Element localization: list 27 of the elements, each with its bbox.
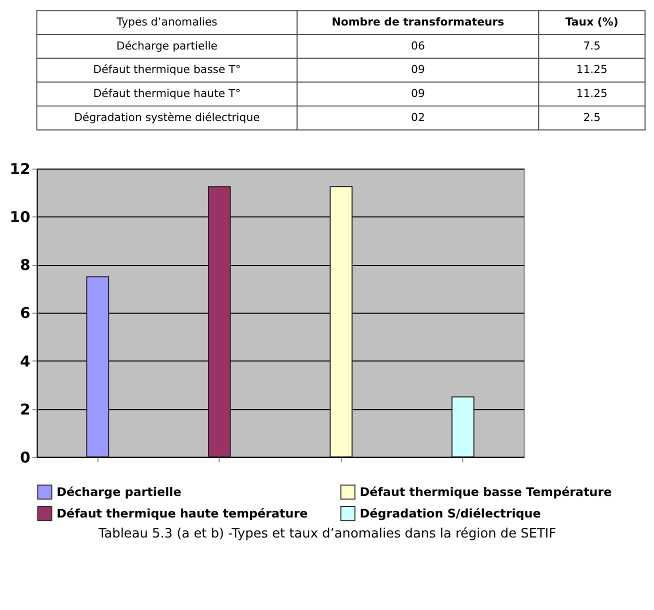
text: 06 [410, 39, 425, 52]
legend-label: Décharge partielle [56, 485, 182, 500]
legend-label: Défaut thermique basse Température [360, 485, 612, 500]
text: Dégradation système diélectrique [74, 110, 260, 124]
y-tick-label: 0 [20, 448, 30, 466]
legend-label: Dégradation S/diélectrique [360, 506, 541, 521]
text: Nombre de transformateurs [332, 16, 504, 29]
y-tick-label: 8 [20, 256, 30, 274]
text: Défaut thermique haute T° [93, 87, 241, 100]
y-tick-label: 10 [10, 208, 30, 226]
text: 09 [410, 87, 425, 100]
text: Tableau 5.3 (a et b) -Types et taux d’anomalies dans la région de SETIF [98, 526, 556, 542]
y-tick-label: 2 [20, 400, 30, 418]
legend-label: Défaut thermique haute température [56, 506, 308, 521]
text: Taux (%) [565, 16, 618, 29]
text: 11.25 [576, 63, 608, 76]
text: 7.5 [583, 39, 601, 52]
y-tick-label: 12 [10, 160, 30, 178]
text: 02 [410, 110, 425, 124]
text: 09 [410, 63, 425, 76]
text: 2.5 [583, 110, 601, 124]
y-tick-label: 4 [20, 352, 30, 370]
y-tick-label: 6 [20, 304, 30, 322]
text: Décharge partielle [116, 39, 218, 52]
text: Défaut thermique basse T° [93, 63, 241, 76]
text: 11.25 [576, 87, 608, 100]
text: Types d’anomalies [116, 16, 218, 29]
